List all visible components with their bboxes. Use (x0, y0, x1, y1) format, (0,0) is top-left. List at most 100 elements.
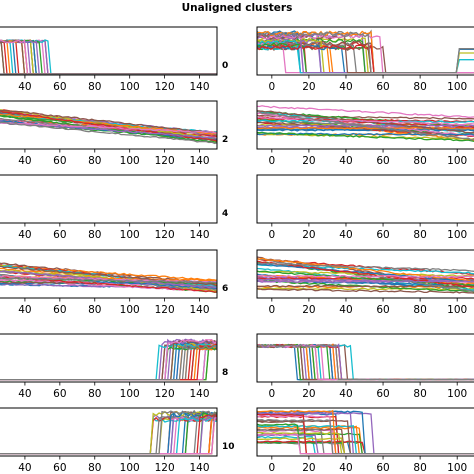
series-line (0, 121, 217, 134)
series-line (257, 343, 474, 381)
x-tick-label: 0 (268, 462, 275, 474)
axes-frame (0, 100, 218, 150)
x-tick-label: 140 (190, 81, 210, 93)
x-tick-label: 40 (18, 388, 31, 400)
axes-frame (256, 100, 474, 150)
series-line (257, 110, 474, 134)
series-line (257, 343, 474, 381)
series-line (257, 343, 474, 381)
series-line (257, 343, 474, 381)
x-tick-label: 60 (376, 304, 389, 316)
series-lines (257, 105, 474, 142)
x-tick-label: 80 (88, 462, 101, 474)
panel-5: 0 20 40 60 80 100 (256, 174, 474, 241)
x-tick-label: 20 (302, 229, 315, 241)
x-tick-label: 140 (190, 304, 210, 316)
series-line (257, 343, 474, 381)
series-line (0, 121, 217, 145)
panel-7: 0 20 40 60 80 100 (256, 249, 474, 316)
series-line (0, 109, 217, 134)
axes-frame (0, 174, 218, 224)
series-line (257, 260, 474, 288)
series-line (257, 343, 474, 381)
series-line (0, 73, 217, 75)
x-tick-label: 60 (376, 81, 389, 93)
panel-2: 40 60 80 100 120 140 2 (0, 100, 228, 167)
x-tick-label: 100 (447, 155, 467, 167)
x-tick-label: 0 (268, 155, 275, 167)
x-tick-label: 40 (18, 462, 31, 474)
series-line (0, 409, 217, 455)
x-tick-label: 60 (376, 388, 389, 400)
panel-4: 40 60 80 100 120 140 4 (0, 174, 228, 241)
axes-frame (0, 407, 218, 457)
cluster-label: 4 (222, 209, 228, 219)
x-tick-label: 40 (339, 462, 352, 474)
series-line (257, 343, 474, 381)
x-tick-label: 80 (88, 388, 101, 400)
panel-0: 40 60 80 100 120 140 0 (0, 26, 228, 93)
series-lines (0, 39, 217, 75)
series-line (0, 264, 217, 282)
x-tick-label: 100 (120, 229, 140, 241)
series-line (257, 344, 474, 381)
x-tick-label: 120 (155, 388, 175, 400)
x-tick-label: 100 (120, 155, 140, 167)
x-tick-label: 40 (339, 388, 352, 400)
cluster-label: 2 (222, 135, 228, 145)
x-tick-label: 80 (413, 388, 426, 400)
series-line (257, 343, 474, 381)
series-line (257, 344, 474, 381)
x-tick-label: 20 (302, 81, 315, 93)
x-tick-label: 60 (376, 462, 389, 474)
x-tick-label: 20 (302, 462, 315, 474)
x-tick-label: 80 (88, 155, 101, 167)
panel-3: 0 20 40 60 80 100 (256, 100, 474, 167)
x-tick-label: 80 (88, 81, 101, 93)
series-line (257, 343, 474, 381)
series-line (257, 262, 474, 272)
series-line (257, 126, 474, 130)
axes-frame (256, 333, 474, 383)
series-line (257, 105, 474, 118)
x-tick-label: 100 (120, 81, 140, 93)
x-tick-label: 40 (339, 304, 352, 316)
x-tick-label: 100 (447, 81, 467, 93)
series-line (0, 344, 217, 381)
x-tick-label: 140 (190, 229, 210, 241)
panel-10: 40 60 80 100 120 140 10 (0, 407, 235, 474)
axes-frame (0, 249, 218, 299)
axes-frame (256, 249, 474, 299)
x-tick-label: 0 (268, 388, 275, 400)
series-line (257, 278, 474, 283)
axes-frame (0, 333, 218, 383)
series-lines (0, 262, 217, 293)
panel-9: 0 20 40 60 80 100 (256, 333, 474, 400)
series-line (257, 343, 474, 381)
series-line (257, 343, 474, 381)
x-tick-label: 40 (339, 155, 352, 167)
series-line (257, 274, 474, 279)
series-line (0, 277, 217, 284)
x-tick-label: 100 (447, 388, 467, 400)
x-tick-label: 100 (447, 304, 467, 316)
x-tick-label: 100 (447, 229, 467, 241)
series-lines (0, 409, 217, 455)
x-tick-label: 40 (18, 155, 31, 167)
series-line (257, 343, 474, 381)
x-tick-label: 60 (53, 155, 66, 167)
cluster-label: 0 (222, 61, 228, 71)
x-tick-label: 80 (413, 462, 426, 474)
axes-frame (256, 174, 474, 224)
series-line (257, 343, 474, 381)
series-line (257, 280, 474, 283)
series-line (257, 419, 474, 455)
figure-title: Unaligned clusters (181, 2, 293, 14)
series-line (257, 263, 474, 282)
series-line (257, 31, 474, 74)
x-tick-label: 100 (120, 388, 140, 400)
series-line (257, 343, 474, 381)
x-tick-label: 100 (120, 462, 140, 474)
series-line (257, 344, 474, 381)
